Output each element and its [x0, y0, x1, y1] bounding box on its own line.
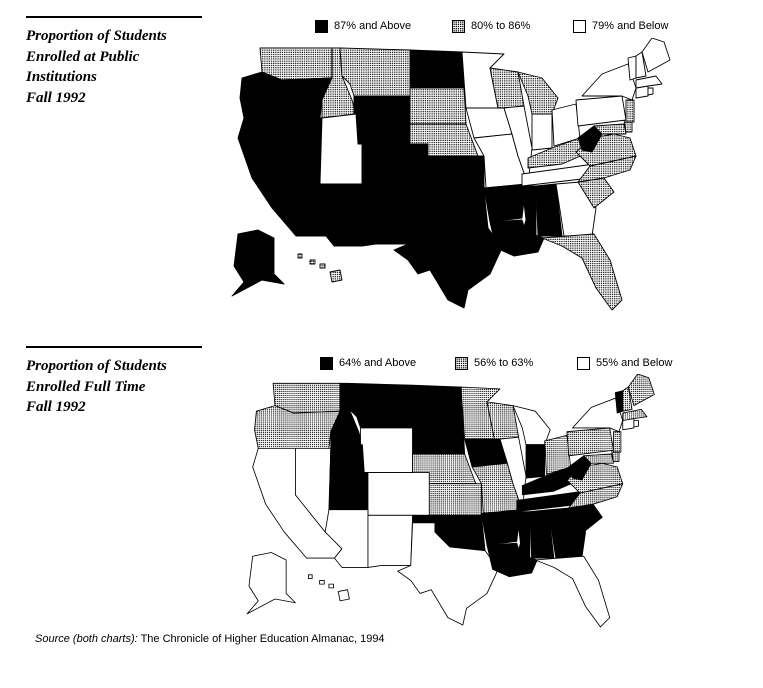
- state-nh: [635, 51, 647, 79]
- state-ny: [572, 397, 624, 433]
- legend-swatch-solid: [320, 356, 333, 370]
- state-al: [529, 509, 555, 559]
- legend-item-white: 55% and Below: [577, 355, 672, 371]
- state-az: [315, 183, 363, 247]
- map-title: Proportion of Students Enrolled Full Tim…: [26, 358, 167, 415]
- state-pa: [575, 95, 627, 127]
- state-fl: [534, 555, 611, 628]
- legend-swatch-solid: [315, 19, 328, 33]
- state-ms: [521, 185, 537, 237]
- state-tx: [397, 522, 499, 626]
- us-state-map: [246, 374, 655, 628]
- source-note: Source (both charts): The Chronicle of H…: [35, 633, 385, 645]
- state-sd: [409, 87, 467, 125]
- map-panel-public: Proportion of Students Enrolled at Publi…: [0, 0, 763, 330]
- state-tx: [393, 197, 503, 309]
- legend-item-dotted: 80% to 86%: [452, 18, 530, 34]
- state-sd: [412, 420, 466, 455]
- state-ar: [480, 509, 521, 546]
- state-ri: [633, 420, 639, 428]
- state-ak: [231, 229, 285, 297]
- source-text: The Chronicle of Higher Education Almana…: [137, 633, 385, 645]
- state-pa: [566, 427, 614, 457]
- legend-label: 87% and Above: [334, 20, 412, 32]
- legend-label: 64% and Above: [339, 357, 417, 369]
- state-nm: [361, 189, 411, 247]
- state-mt: [347, 382, 414, 429]
- state-ms: [516, 511, 531, 559]
- state-nd: [409, 49, 465, 89]
- title-rule: [26, 346, 202, 348]
- state-az: [324, 509, 369, 568]
- legend-item-white: 79% and Below: [573, 18, 668, 34]
- state-al: [535, 183, 563, 237]
- map-legend: 64% and Above 56% to 63% 55% and Below: [315, 355, 755, 371]
- state-nh: [622, 386, 633, 412]
- state-wv: [577, 125, 603, 153]
- legend-item-dotted: 56% to 63%: [455, 355, 533, 371]
- state-ny: [581, 63, 637, 101]
- state-in: [531, 113, 553, 151]
- state-ut: [328, 444, 369, 511]
- source-prefix: Source (both charts):: [35, 633, 138, 645]
- state-hi: [297, 253, 343, 283]
- legend-label: 55% and Below: [596, 357, 673, 369]
- state-nm: [367, 514, 414, 568]
- map-title: Proportion of Students Enrolled at Publi…: [26, 28, 167, 106]
- legend-swatch-dotted: [455, 356, 468, 370]
- state-md: [583, 453, 614, 464]
- legend-swatch-white: [573, 19, 586, 33]
- state-la: [486, 542, 538, 578]
- legend-label: 80% to 86%: [471, 20, 531, 32]
- state-me: [641, 38, 671, 73]
- legend-swatch-dotted: [452, 19, 465, 33]
- state-hi: [308, 574, 350, 602]
- state-ar: [483, 183, 527, 223]
- state-nd: [412, 384, 464, 421]
- state-ks: [428, 483, 482, 516]
- state-ks: [427, 155, 485, 191]
- state-co: [361, 143, 429, 191]
- legend-item-solid: 64% and Above: [320, 355, 416, 371]
- state-wv: [568, 455, 592, 481]
- legend-item-solid: 87% and Above: [315, 18, 411, 34]
- state-ma: [622, 408, 648, 421]
- legend-swatch-white: [577, 356, 590, 370]
- state-in: [525, 444, 546, 479]
- title-rule: [26, 16, 202, 18]
- state-ma: [635, 75, 663, 89]
- state-ri: [647, 87, 654, 96]
- state-ut: [319, 113, 363, 185]
- state-me: [627, 374, 655, 407]
- state-nj: [613, 431, 622, 453]
- state-wy: [360, 427, 414, 473]
- state-mt: [339, 47, 411, 97]
- legend-label: 79% and Below: [592, 20, 669, 32]
- state-la: [489, 219, 545, 257]
- legend-label: 56% to 63%: [474, 357, 534, 369]
- state-wy: [353, 95, 411, 145]
- us-state-map: [231, 38, 671, 311]
- state-fl: [541, 233, 623, 311]
- state-ak: [246, 552, 296, 615]
- map-legend: 87% and Above 80% to 86% 79% and Below: [315, 18, 755, 34]
- state-md: [593, 123, 627, 135]
- state-nj: [625, 99, 635, 123]
- map-panel-fulltime: Proportion of Students Enrolled Full Tim…: [0, 340, 763, 640]
- state-co: [367, 472, 430, 516]
